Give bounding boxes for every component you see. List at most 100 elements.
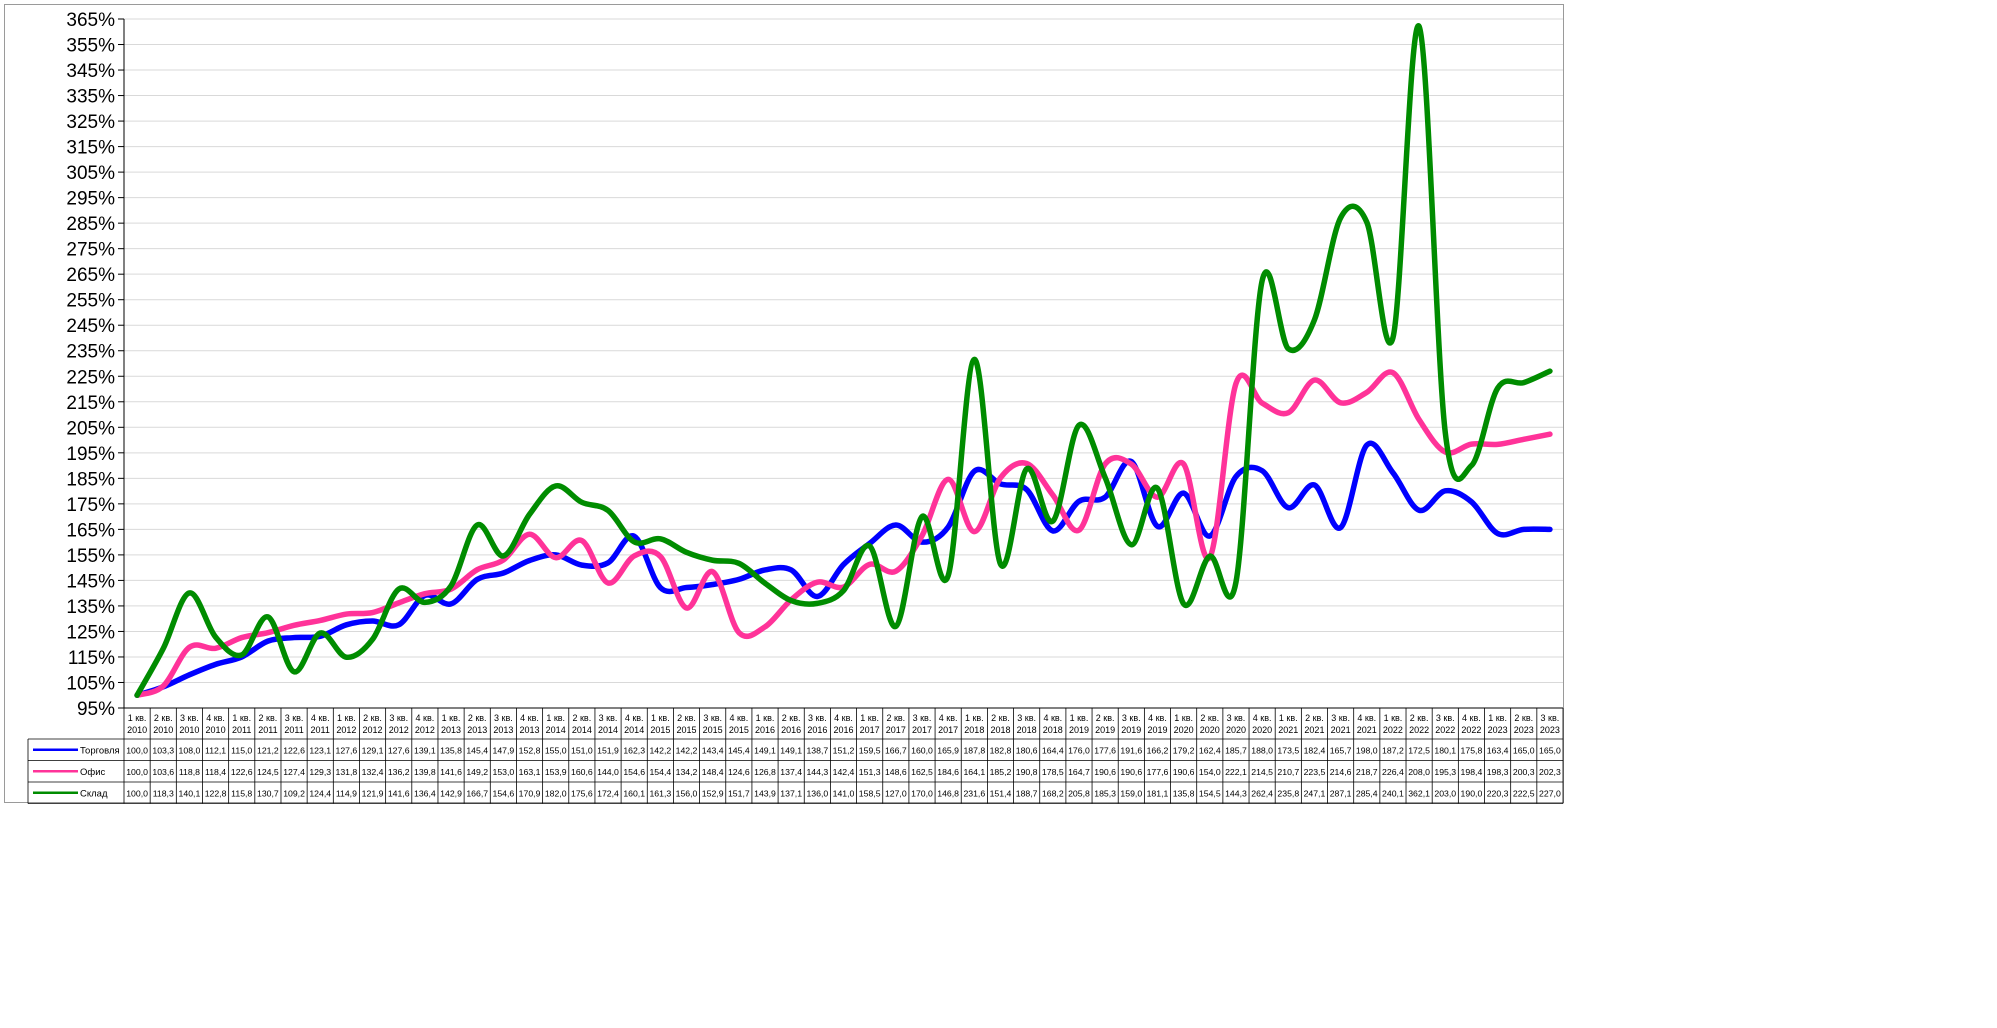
table-cell: 154,6 <box>623 767 645 777</box>
table-cell: 235,8 <box>1277 788 1299 798</box>
y-tick-label: 365% <box>66 10 115 31</box>
category-label: 2022 <box>1409 725 1429 735</box>
category-label: 2 кв. <box>991 713 1010 723</box>
category-label: 4 кв. <box>729 713 748 723</box>
category-label: 4 кв. <box>1043 713 1062 723</box>
category-label: 2014 <box>598 725 618 735</box>
category-label: 2021 <box>1331 725 1351 735</box>
category-label: 4 кв. <box>311 713 330 723</box>
y-tick-label: 265% <box>66 265 115 286</box>
table-cell: 103,3 <box>152 745 174 755</box>
table-cell: 226,4 <box>1382 767 1404 777</box>
table-cell: 198,3 <box>1487 767 1509 777</box>
category-label: 1 кв. <box>442 713 461 723</box>
table-cell: 151,0 <box>571 745 593 755</box>
y-tick-label: 295% <box>66 189 115 210</box>
table-cell: 170,9 <box>519 788 541 798</box>
category-label: 4 кв. <box>1462 713 1481 723</box>
table-cell: 182,4 <box>1304 745 1326 755</box>
category-label: 2010 <box>127 725 147 735</box>
table-cell: 100,0 <box>126 745 148 755</box>
y-tick-label: 105% <box>66 673 115 694</box>
category-label: 4 кв. <box>1357 713 1376 723</box>
series-line-1 <box>134 369 1553 698</box>
table-cell: 118,4 <box>205 767 226 777</box>
category-label: 3 кв. <box>1227 713 1246 723</box>
category-label: 2014 <box>572 725 592 735</box>
table-cell: 190,8 <box>1016 767 1038 777</box>
table-cell: 142,9 <box>440 788 462 798</box>
table-cell: 195,3 <box>1434 767 1456 777</box>
y-tick-label: 175% <box>66 495 115 516</box>
y-tick-label: 165% <box>66 520 115 541</box>
category-label: 2021 <box>1304 725 1324 735</box>
category-label: 4 кв. <box>206 713 225 723</box>
category-label: 2017 <box>860 725 880 735</box>
category-label: 2018 <box>1017 725 1037 735</box>
category-label: 3 кв. <box>808 713 827 723</box>
category-label: 4 кв. <box>1148 713 1167 723</box>
table-cell: 160,0 <box>911 745 933 755</box>
line-chart: 95% 105% 115% 125% 135% 145% 155% 165% 175% 185% 1… <box>4 4 1564 804</box>
table-cell: 220,3 <box>1487 788 1509 798</box>
table-cell: 164,7 <box>1068 767 1090 777</box>
table-cell: 178,5 <box>1042 767 1064 777</box>
table-cell: 142,2 <box>676 745 698 755</box>
category-label: 2015 <box>729 725 749 735</box>
table-cell: 154,4 <box>649 767 671 777</box>
table-cell: 118,3 <box>153 788 174 798</box>
table-cell: 127,6 <box>388 745 410 755</box>
table-cell: 208,0 <box>1408 767 1430 777</box>
category-label: 3 кв. <box>285 713 304 723</box>
category-label: 3 кв. <box>389 713 408 723</box>
table-cell: 129,3 <box>309 767 331 777</box>
category-label: 4 кв. <box>834 713 853 723</box>
category-label: 2017 <box>912 725 932 735</box>
category-label: 1 кв. <box>1070 713 1089 723</box>
table-cell: 127,6 <box>336 745 358 755</box>
table-cell: 143,9 <box>754 788 776 798</box>
table-cell: 180,1 <box>1434 745 1456 755</box>
category-label: 4 кв. <box>416 713 435 723</box>
table-cell: 185,2 <box>990 767 1012 777</box>
category-label: 2015 <box>650 725 670 735</box>
table-cell: 145,4 <box>466 745 488 755</box>
table-cell: 122,6 <box>283 745 305 755</box>
table-cell: 162,3 <box>623 745 645 755</box>
category-label: 2019 <box>1095 725 1115 735</box>
category-label: 2016 <box>781 725 801 735</box>
table-cell: 144,0 <box>597 767 619 777</box>
table-cell: 166,2 <box>1147 745 1169 755</box>
table-cell: 114,9 <box>336 788 357 798</box>
table-cell: 121,9 <box>362 788 384 798</box>
table-cell: 188,7 <box>1016 788 1038 798</box>
category-label: 2 кв. <box>1514 713 1533 723</box>
category-label: 2014 <box>624 725 644 735</box>
y-tick-label: 335% <box>66 87 115 108</box>
table-cell: 185,7 <box>1225 745 1247 755</box>
category-label: 2 кв. <box>1096 713 1115 723</box>
table-cell: 160,1 <box>623 788 645 798</box>
table-cell: 185,3 <box>1094 788 1116 798</box>
category-label: 2011 <box>232 725 251 735</box>
category-label: 2 кв. <box>782 713 801 723</box>
y-tick-label: 355% <box>66 36 115 57</box>
table-cell: 162,4 <box>1199 745 1221 755</box>
table-cell: 163,1 <box>519 767 541 777</box>
table-cell: 141,6 <box>388 788 410 798</box>
table-cell: 214,6 <box>1330 767 1352 777</box>
category-label: 2017 <box>938 725 958 735</box>
table-cell: 164,4 <box>1042 745 1064 755</box>
table-cell: 190,6 <box>1120 767 1142 777</box>
table-cell: 164,1 <box>963 767 985 777</box>
table-cell: 147,9 <box>492 745 514 755</box>
table-cell: 166,7 <box>466 788 488 798</box>
table-cell: 161,3 <box>649 788 671 798</box>
y-tick-label: 215% <box>66 393 115 414</box>
table-cell: 203,0 <box>1434 788 1456 798</box>
y-tick-label: 285% <box>66 214 115 235</box>
table-cell: 227,0 <box>1539 788 1561 798</box>
table-cell: 137,1 <box>780 788 802 798</box>
table-cell: 138,7 <box>806 745 828 755</box>
table-cell: 180,6 <box>1016 745 1038 755</box>
